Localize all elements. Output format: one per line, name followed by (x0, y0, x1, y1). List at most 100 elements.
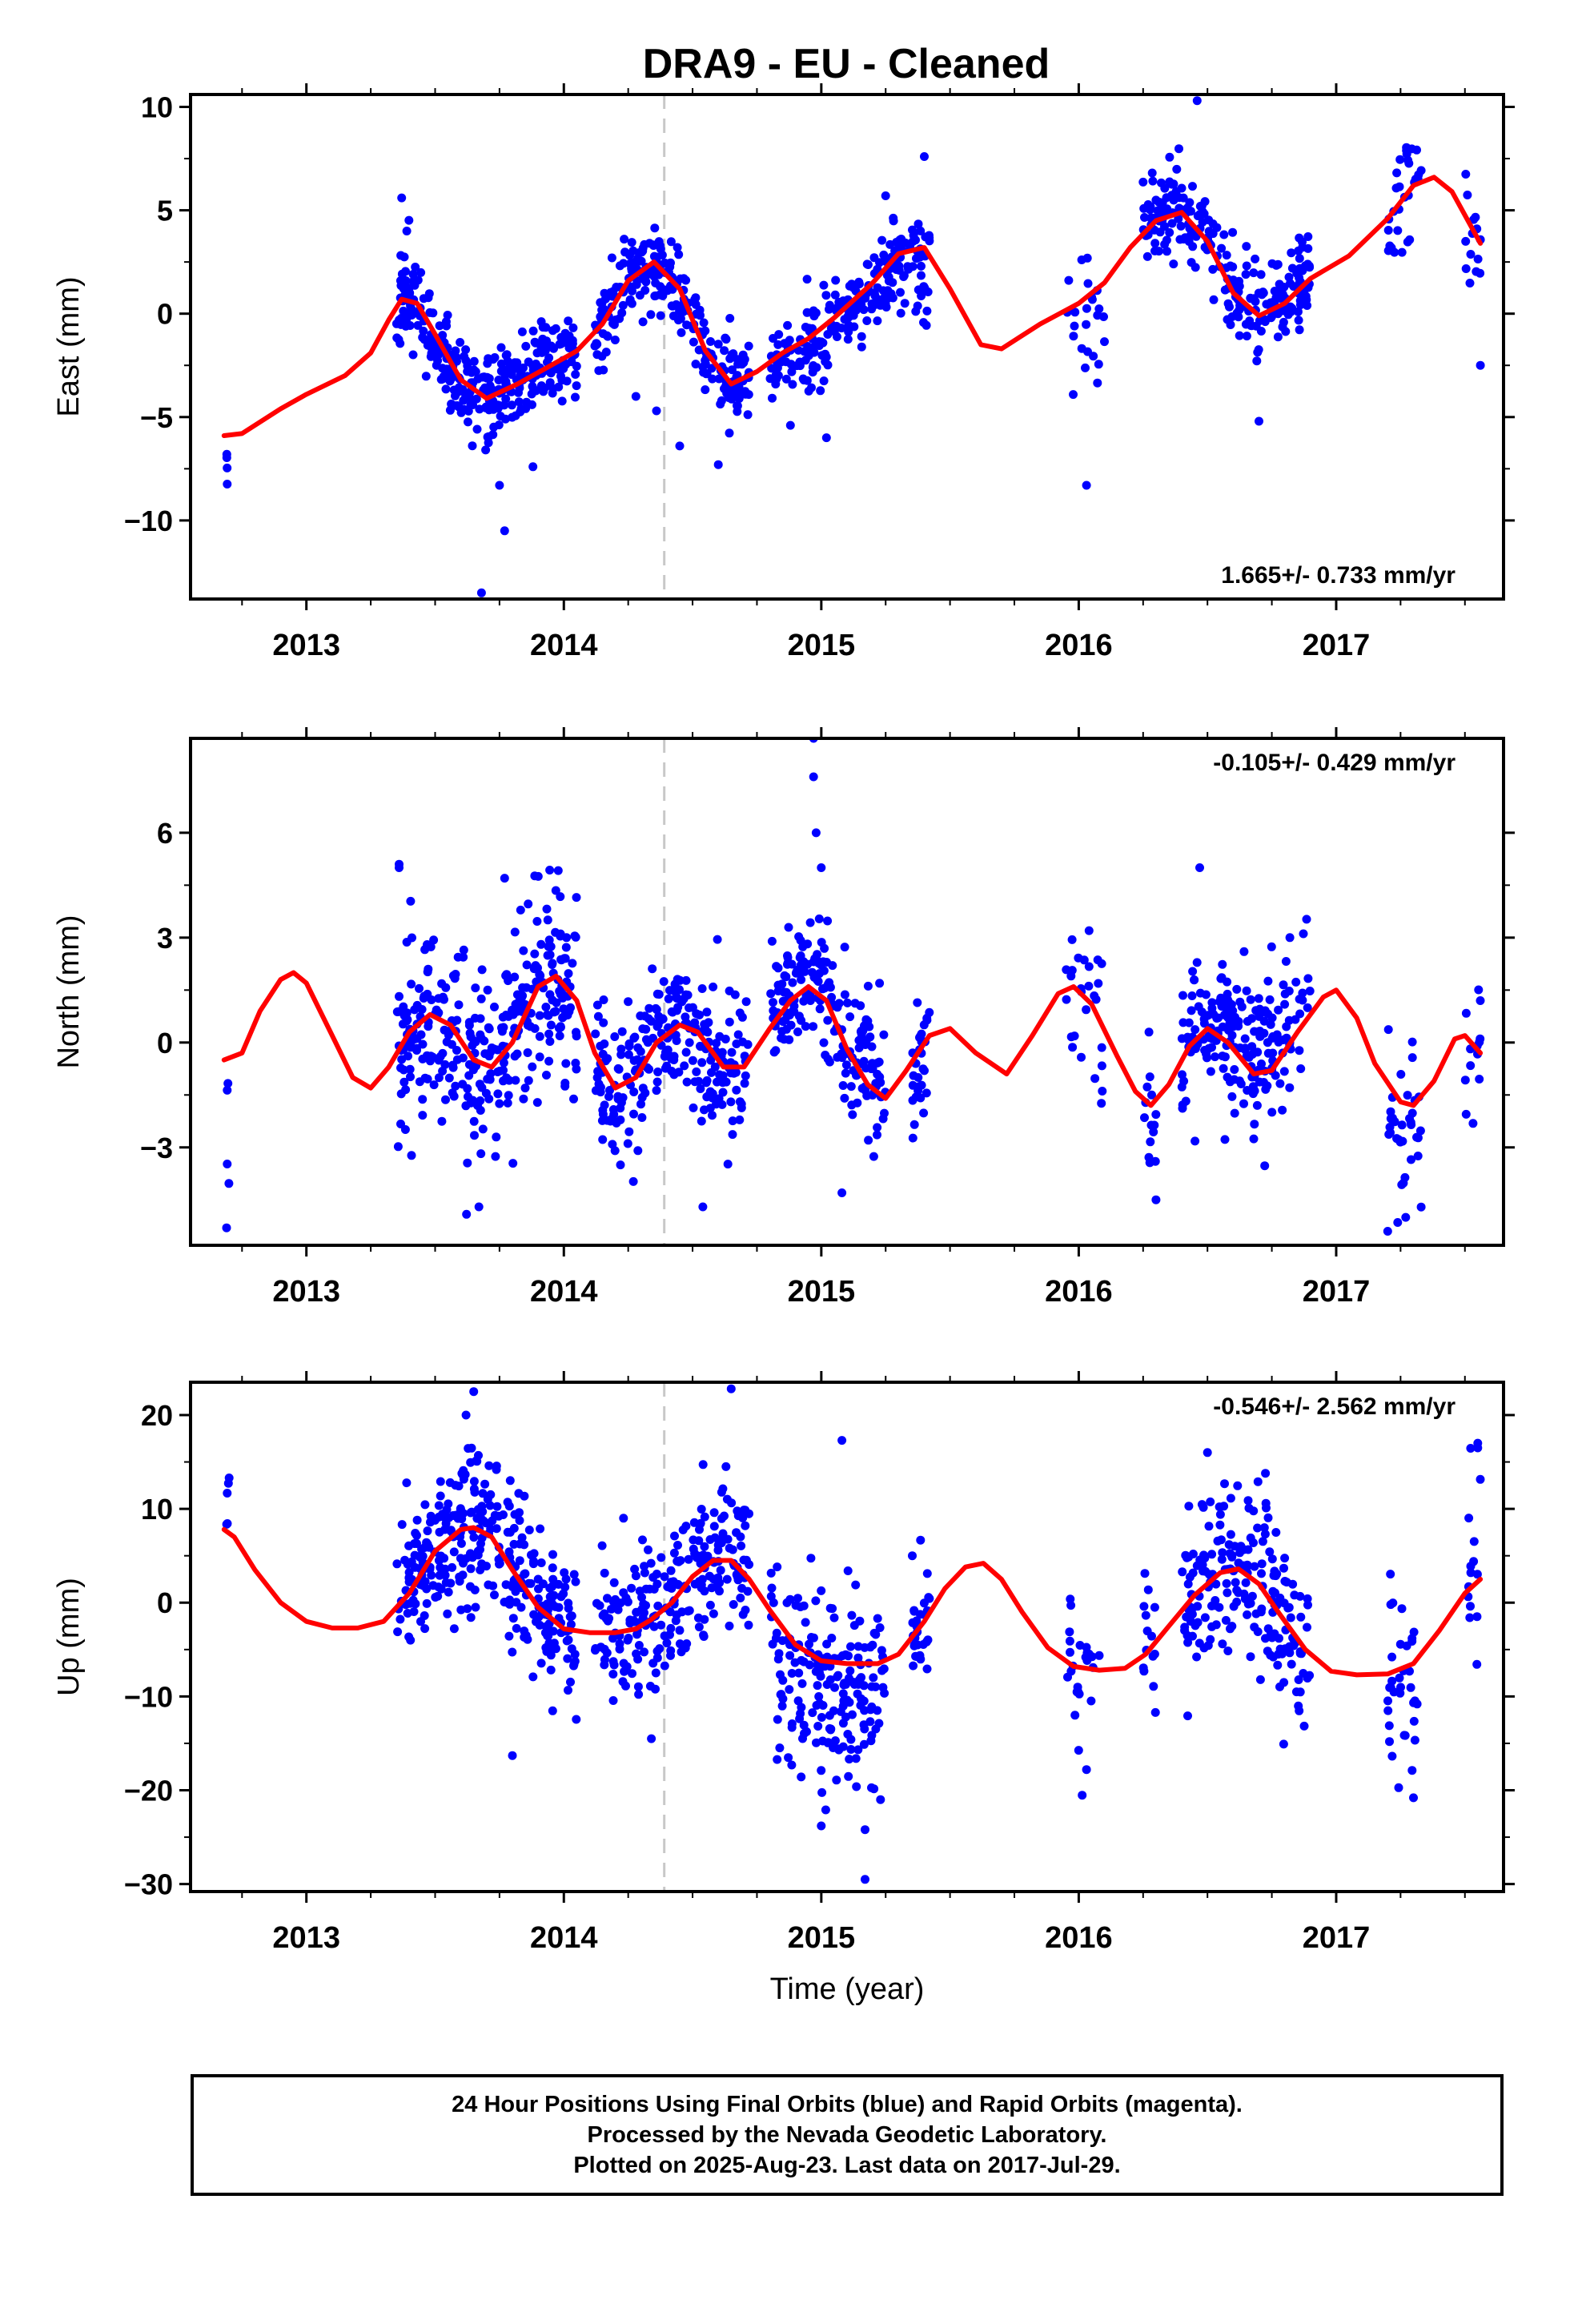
data-point (465, 1028, 475, 1038)
data-point (515, 1516, 524, 1526)
data-point (490, 1002, 499, 1011)
data-point (652, 1005, 661, 1015)
data-point (1184, 1502, 1194, 1511)
data-point (562, 933, 572, 943)
data-point (809, 1633, 818, 1642)
data-point (572, 1031, 581, 1041)
data-point (740, 1051, 749, 1061)
data-point (434, 1073, 444, 1083)
data-point (1230, 1108, 1239, 1118)
data-point (463, 1604, 472, 1614)
data-point (465, 393, 475, 403)
data-point (725, 354, 735, 364)
data-point (435, 321, 444, 331)
data-point (624, 997, 633, 1007)
data-point (737, 360, 747, 369)
data-point (571, 392, 580, 402)
data-point (925, 231, 934, 240)
data-point (806, 1554, 816, 1563)
data-point (1474, 985, 1484, 995)
data-point (553, 866, 563, 875)
data-point (409, 1607, 419, 1616)
data-point (873, 1614, 882, 1623)
data-point (1294, 1675, 1303, 1684)
data-point (1295, 1649, 1305, 1659)
data-point (1247, 1042, 1257, 1051)
data-point (1384, 1721, 1394, 1731)
data-point (777, 979, 787, 989)
data-point (797, 1679, 807, 1688)
footer-line-1: 24 Hour Positions Using Final Orbits (bl… (452, 2092, 1243, 2117)
data-point (632, 1630, 642, 1639)
data-point (1069, 390, 1078, 400)
data-point (863, 981, 873, 991)
data-point (1185, 1572, 1195, 1582)
data-point (1461, 264, 1471, 273)
data-point (532, 1098, 542, 1108)
data-point (801, 356, 810, 365)
data-point (661, 1047, 670, 1057)
data-point (1469, 1537, 1479, 1546)
data-point (1083, 279, 1093, 288)
data-point (735, 1115, 745, 1124)
data-point (1263, 976, 1273, 986)
data-point (844, 1771, 853, 1781)
data-point (675, 441, 685, 451)
data-point (454, 383, 464, 392)
data-point (555, 340, 564, 349)
data-point (1192, 96, 1202, 106)
data-point (1407, 1766, 1417, 1775)
data-point (1466, 1444, 1476, 1453)
model-curve-east (221, 175, 1484, 438)
data-point (412, 1000, 422, 1010)
data-point (463, 1084, 472, 1093)
data-point (688, 1055, 697, 1065)
data-point (646, 1558, 656, 1568)
data-point (1265, 1547, 1275, 1557)
data-point (737, 1583, 747, 1593)
data-point (705, 1600, 715, 1610)
data-point (469, 356, 479, 366)
data-point (1295, 273, 1304, 283)
data-point (1416, 1202, 1426, 1212)
data-point (681, 1643, 690, 1653)
data-point (861, 1825, 869, 1835)
data-point (1252, 1100, 1262, 1110)
data-point (405, 321, 415, 330)
data-point (1279, 317, 1288, 327)
data-point (690, 1579, 700, 1589)
data-point (861, 1040, 870, 1049)
data-point (1259, 1523, 1269, 1533)
x-tick-label: 2014 (530, 1275, 598, 1309)
data-point (667, 1007, 677, 1016)
data-point (546, 1665, 556, 1675)
data-point (867, 1783, 876, 1792)
data-point (773, 1715, 782, 1724)
data-point (1468, 1119, 1478, 1128)
data-point (673, 1557, 682, 1566)
data-point (1239, 1589, 1249, 1598)
data-point (630, 1564, 640, 1574)
data-point (883, 286, 893, 296)
data-point (908, 225, 917, 235)
data-point (646, 310, 656, 320)
data-point (1279, 306, 1289, 316)
data-point (673, 975, 682, 984)
data-point (1206, 1067, 1215, 1076)
data-point (1461, 236, 1471, 246)
data-point (885, 239, 895, 249)
data-point (452, 1055, 462, 1064)
data-point (1150, 1602, 1159, 1612)
data-point (1223, 1588, 1232, 1598)
data-point (809, 972, 819, 982)
data-point (656, 1620, 666, 1630)
data-point (1249, 268, 1259, 278)
data-point (871, 1724, 881, 1734)
data-point (411, 1529, 420, 1538)
data-point (629, 1109, 638, 1119)
data-point (851, 1580, 861, 1590)
data-point (869, 1673, 878, 1683)
data-point (545, 1600, 555, 1610)
data-point (1255, 1675, 1265, 1684)
data-point (524, 1076, 533, 1085)
